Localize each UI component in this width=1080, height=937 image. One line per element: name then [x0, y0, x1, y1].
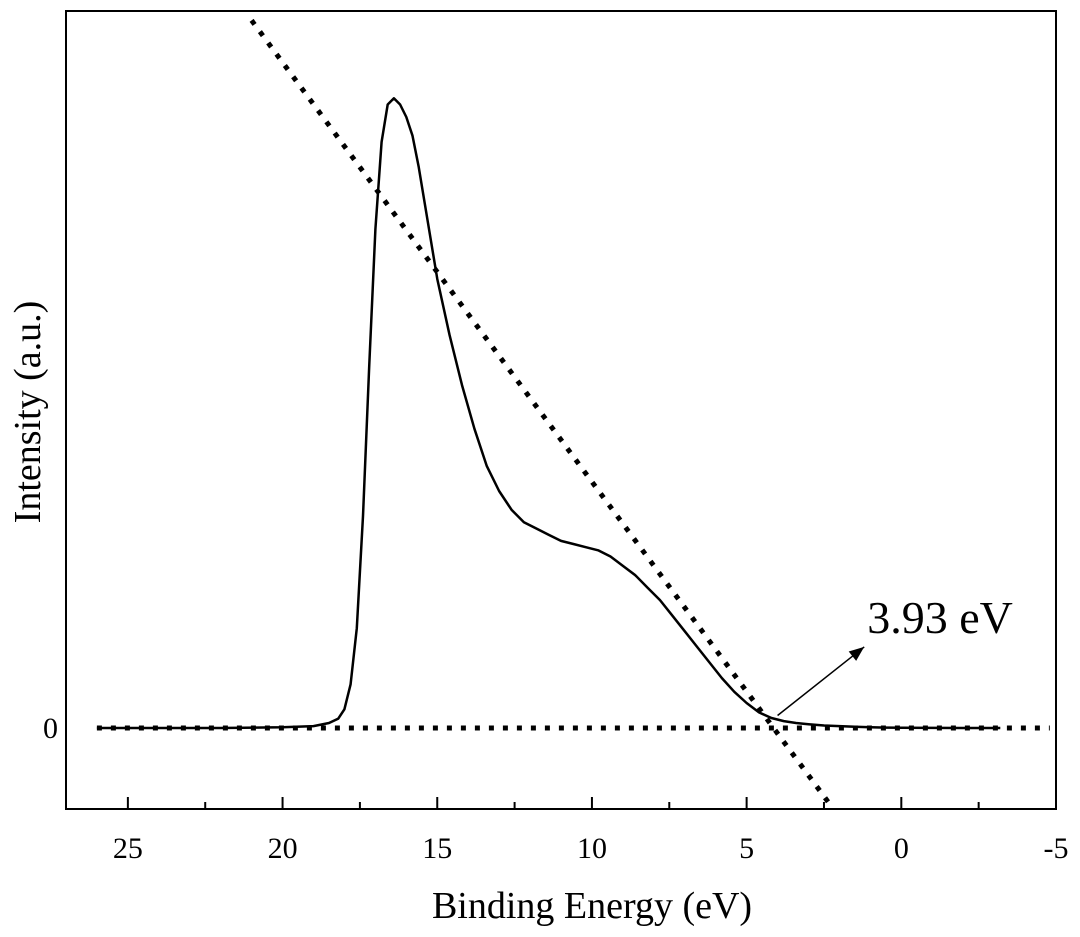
x-tick-label: 10 [577, 832, 607, 865]
x-tick-label: -5 [1044, 832, 1069, 865]
extrapolation-dotted-line [249, 18, 836, 809]
x-axis-title: Binding Energy (eV) [432, 885, 752, 927]
x-tick-label: 25 [113, 832, 143, 865]
x-tick-label: 0 [894, 832, 909, 865]
annotation-layer: 3.93 eV [777, 592, 1013, 717]
y-axis-ticks: 0 [43, 712, 58, 745]
y-axis-title: Intensity (a.u.) [7, 301, 49, 524]
annotation-arrowhead [848, 646, 865, 661]
series-layer [96, 18, 1050, 809]
x-tick-label: 15 [422, 832, 452, 865]
x-tick-label: 20 [268, 832, 298, 865]
x-tick-label: 5 [739, 832, 754, 865]
annotation-arrow [777, 646, 865, 717]
spectrum-line [96, 97, 1001, 730]
y-tick-label: 0 [43, 712, 58, 745]
annotation-label: 3.93 eV [867, 592, 1013, 643]
x-axis-ticks: 25 20 15 10 5 0 -5 [113, 797, 1069, 865]
plot-frame [65, 10, 1057, 810]
